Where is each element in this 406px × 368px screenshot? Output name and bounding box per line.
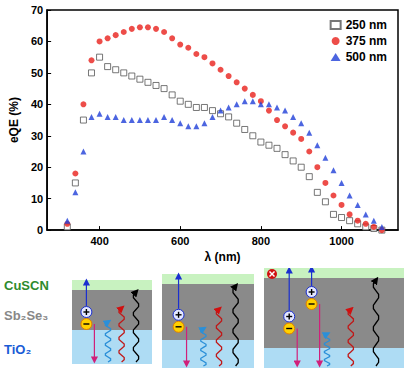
svg-text:600: 600	[171, 235, 189, 247]
svg-text:800: 800	[252, 235, 270, 247]
svg-text:λ (nm): λ (nm)	[205, 250, 241, 264]
svg-text:10: 10	[31, 193, 43, 205]
svg-text:60: 60	[31, 35, 43, 47]
svg-text:TiO₂: TiO₂	[4, 342, 31, 357]
svg-text:500 nm: 500 nm	[346, 50, 387, 64]
svg-text:20: 20	[31, 161, 43, 173]
svg-text:50: 50	[31, 67, 43, 79]
svg-text:375 nm: 375 nm	[346, 34, 387, 48]
svg-text:CuSCN: CuSCN	[4, 278, 49, 293]
svg-text:30: 30	[31, 130, 43, 142]
svg-text:eQE (%): eQE (%)	[7, 97, 21, 143]
svg-text:400: 400	[90, 235, 108, 247]
svg-text:40: 40	[31, 98, 43, 110]
svg-text:0: 0	[37, 224, 43, 236]
svg-text:Sb₂Se₃: Sb₂Se₃	[4, 308, 48, 323]
svg-text:250 nm: 250 nm	[346, 18, 387, 32]
svg-text:1000: 1000	[329, 235, 353, 247]
svg-text:70: 70	[31, 4, 43, 16]
